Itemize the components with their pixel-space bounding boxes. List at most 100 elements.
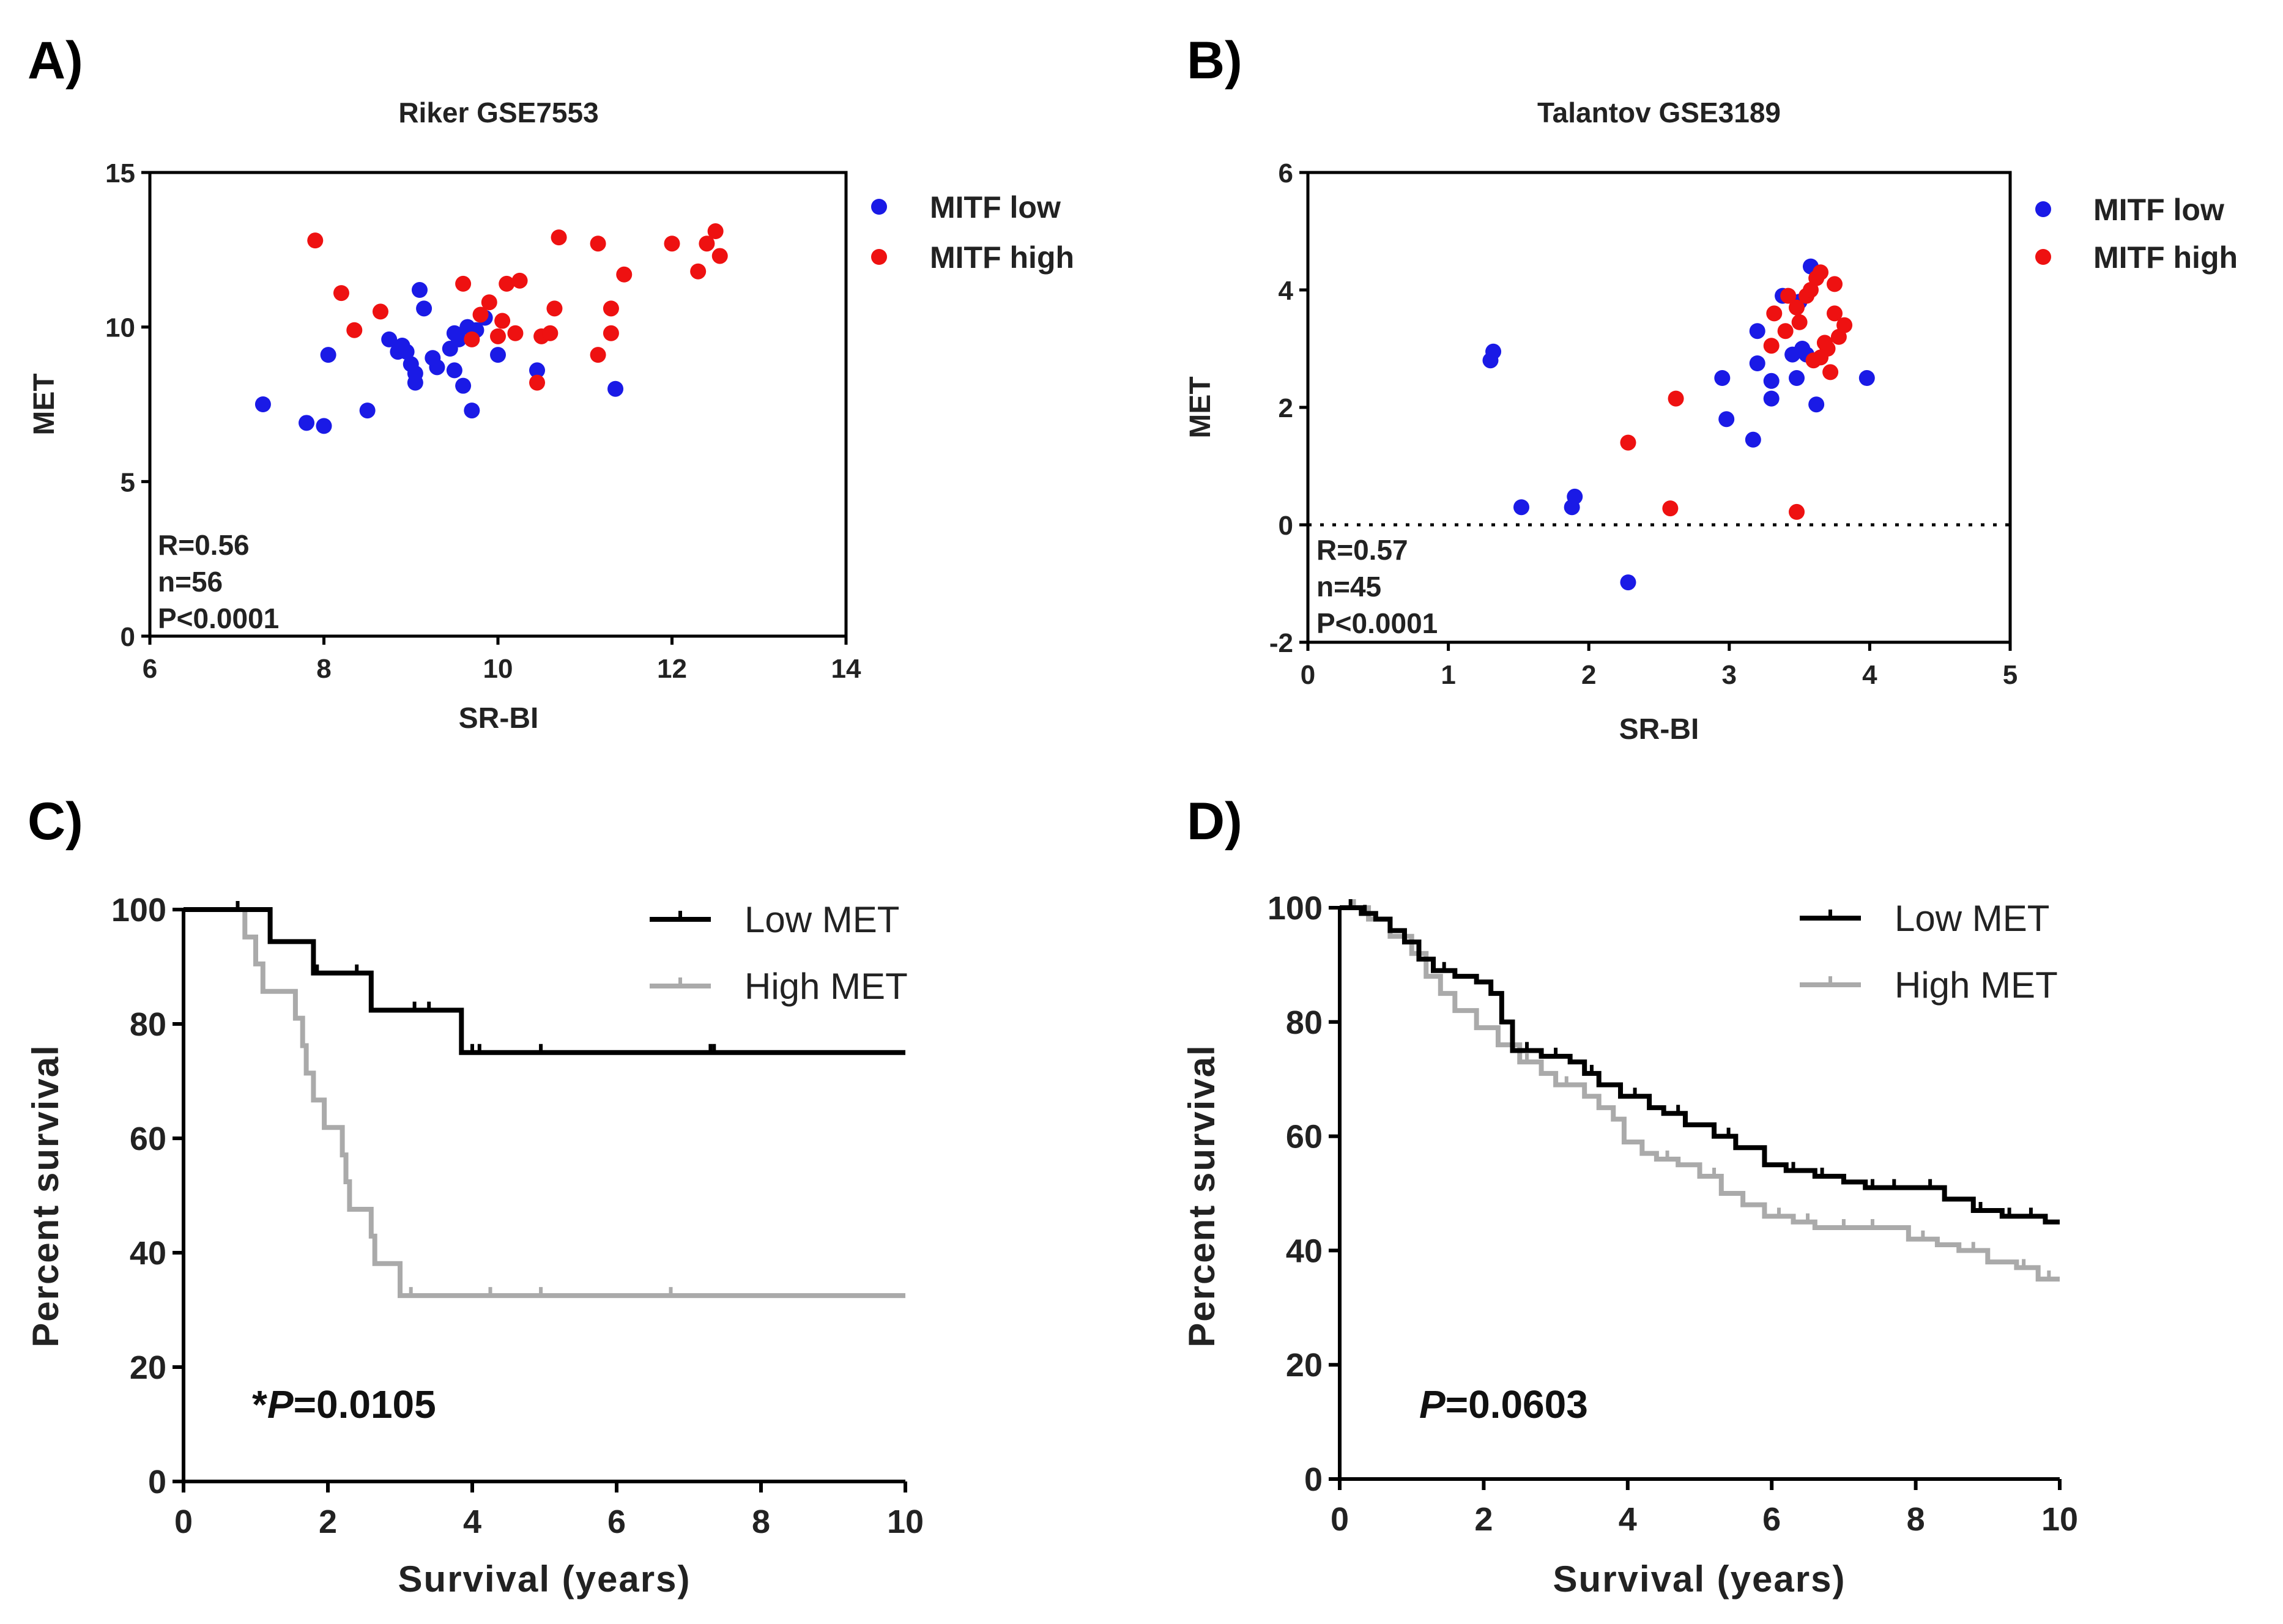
x-tick-label: 8 [752, 1503, 770, 1540]
point-mitf-high [1827, 305, 1843, 322]
point-mitf-high [1668, 390, 1684, 407]
point-mitf-high [590, 235, 606, 252]
point-mitf-low [359, 402, 376, 419]
panel-label-b: B) [1187, 31, 1242, 90]
km-curve-high-met [184, 907, 905, 1299]
point-mitf-low [455, 377, 472, 394]
y-tick-label: 0 [1304, 1461, 1323, 1498]
point-mitf-low [1749, 355, 1765, 371]
plot-frame-a [148, 171, 848, 638]
point-mitf-high [1662, 500, 1679, 517]
p-value-c: *P=0.0105 [252, 1382, 436, 1426]
point-mitf-low [316, 418, 332, 434]
panel-label-d: D) [1187, 792, 1242, 851]
point-mitf-high [307, 232, 324, 249]
point-mitf-low [529, 362, 546, 379]
point-mitf-high [1813, 349, 1829, 366]
x-tick-label: 3 [1722, 660, 1737, 690]
y-axis-label-b: MET [1184, 376, 1217, 438]
point-mitf-high [690, 263, 707, 280]
y-tick-label: 60 [130, 1121, 166, 1157]
x-tick-label: 10 [887, 1503, 924, 1540]
x-tick-label: 4 [463, 1503, 481, 1540]
point-mitf-high [1780, 287, 1797, 304]
x-tick-label: 0 [174, 1503, 193, 1540]
point-mitf-low [1749, 323, 1765, 339]
point-mitf-high [603, 325, 619, 341]
point-mitf-high [590, 347, 606, 363]
x-axis-label-b: SR-BI [1619, 713, 1699, 746]
legend-label-mitf-high-b: MITF high [2093, 240, 2238, 275]
point-mitf-high [1777, 323, 1794, 339]
point-mitf-high [1763, 338, 1780, 354]
x-tick-label: 2 [1581, 660, 1596, 690]
x-axis-label-d: Survival (years) [1553, 1559, 1846, 1600]
x-tick-label: 6 [143, 654, 157, 684]
y-tick-label: -2 [1269, 628, 1293, 658]
chart-title-a: Riker GSE7553 [398, 97, 598, 128]
point-mitf-low [446, 325, 462, 341]
x-tick-label: 2 [1474, 1501, 1493, 1538]
stat-n-b: n=45 [1316, 571, 1381, 603]
point-mitf-high [603, 300, 619, 317]
legend-marker-mitf-high-b [2035, 249, 2051, 265]
point-mitf-high [346, 322, 363, 338]
point-mitf-high [1813, 264, 1829, 281]
point-mitf-low [1763, 373, 1780, 389]
scatter-panel-a: Riker GSE7553 6 8 10 12 14 0 5 10 15 SR-BI MET R… [28, 97, 1074, 735]
y-tick-label: 5 [121, 467, 135, 497]
x-tick-label: 12 [657, 654, 687, 684]
point-mitf-low [416, 300, 432, 317]
stat-r-a: R=0.56 [158, 529, 250, 561]
point-mitf-high [481, 294, 497, 311]
y-tick-label: 60 [1286, 1119, 1323, 1155]
point-mitf-low [299, 415, 315, 431]
point-mitf-high [529, 374, 546, 391]
point-mitf-high [1827, 276, 1843, 292]
x-tick-label: 0 [1331, 1501, 1349, 1538]
point-mitf-high [551, 229, 567, 246]
y-tick-label: 15 [105, 158, 135, 188]
point-mitf-high [1836, 317, 1853, 333]
point-mitf-high [664, 235, 680, 252]
km-curve-low-met [184, 907, 905, 1055]
y-tick-label: 100 [111, 892, 166, 929]
p-value-d: P=0.0603 [1419, 1382, 1588, 1426]
point-mitf-high [499, 275, 515, 292]
y-tick-label: 0 [148, 1464, 166, 1500]
point-mitf-high [616, 266, 633, 283]
point-mitf-low [429, 359, 445, 376]
y-tick-label: 0 [1279, 511, 1293, 541]
point-mitf-high [494, 313, 511, 329]
point-mitf-low [1808, 396, 1825, 413]
point-mitf-low [607, 380, 624, 397]
point-mitf-low [407, 365, 423, 382]
legend-marker-mitf-low-a [871, 199, 887, 215]
x-tick-label: 10 [2041, 1501, 2078, 1538]
x-axis-label-a: SR-BI [459, 702, 539, 735]
x-tick-label: 4 [1862, 660, 1877, 690]
point-mitf-high [1822, 364, 1839, 380]
y-tick-label: 40 [1286, 1233, 1323, 1269]
x-tick-label: 6 [1762, 1501, 1781, 1538]
point-mitf-high [490, 328, 506, 344]
point-mitf-high [1766, 305, 1783, 322]
legend-marker-mitf-low-b [2035, 201, 2051, 217]
chart-title-b: Talantov GSE3189 [1537, 97, 1781, 128]
stat-n-a: n=56 [158, 566, 223, 598]
point-mitf-low [1714, 370, 1731, 386]
point-mitf-high [711, 248, 728, 264]
x-tick-label: 8 [1907, 1501, 1925, 1538]
y-axis-label-d: Percent survival [1181, 1044, 1222, 1348]
point-mitf-high [699, 235, 715, 252]
point-mitf-high [1789, 503, 1805, 520]
x-tick-label: 10 [483, 654, 513, 684]
x-tick-label: 0 [1301, 660, 1315, 690]
point-mitf-high [1789, 299, 1805, 316]
point-mitf-low [1745, 431, 1761, 448]
point-mitf-high [472, 306, 489, 323]
point-mitf-high [546, 300, 563, 317]
